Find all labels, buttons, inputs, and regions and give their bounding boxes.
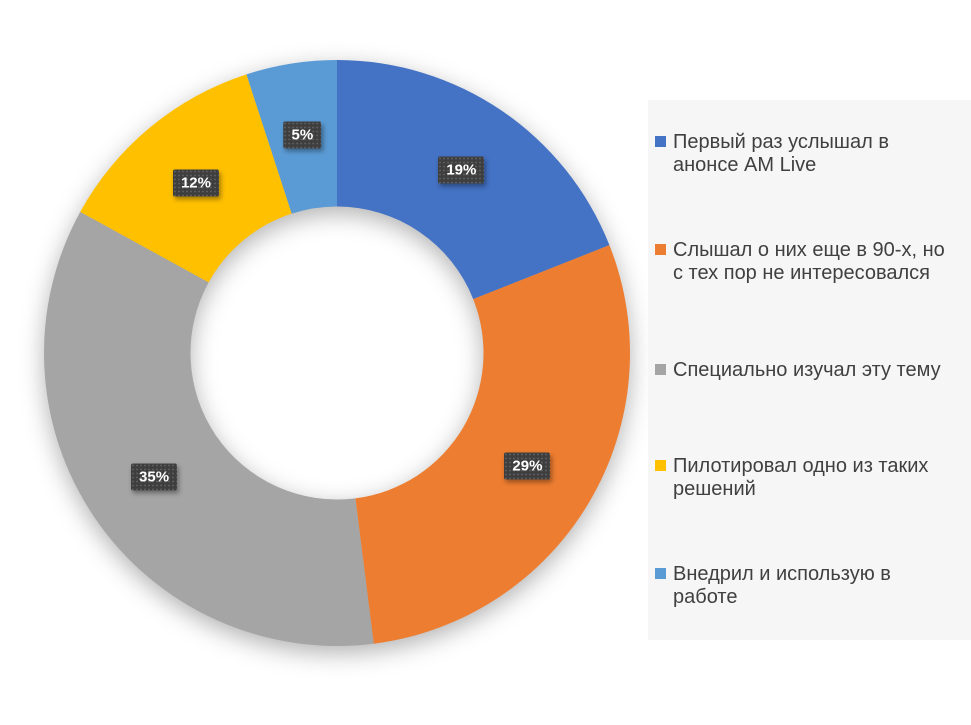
chart-legend: Первый раз услышал в анонсе AM Live Слыш…	[648, 100, 971, 640]
legend-item-label: Первый раз услышал в анонсе AM Live	[673, 131, 889, 176]
legend-color-swatch	[655, 136, 666, 147]
legend-item-label: Специально изучал эту тему	[673, 358, 941, 381]
legend-item-label: Внедрил и использую в работе	[673, 563, 891, 608]
legend-color-swatch	[655, 363, 666, 375]
legend-color-swatch	[655, 244, 666, 255]
legend-item: Первый раз услышал в анонсе AM Live	[648, 100, 971, 208]
legend-item: Специально изучал эту тему	[648, 316, 971, 424]
legend-item: Слышал о них еще в 90-х, но с тех пор не…	[648, 208, 971, 316]
legend-item-label: Пилотировал одно из таких решений	[673, 455, 929, 500]
legend-item: Пилотировал одно из таких решений	[648, 424, 971, 532]
legend-item-label: Слышал о них еще в 90-х, но с тех пор не…	[673, 239, 945, 284]
legend-color-swatch	[655, 460, 666, 471]
donut-segments-group	[43, 60, 630, 647]
legend-color-swatch	[655, 568, 666, 579]
legend-item: Внедрил и использую в работе	[648, 532, 971, 640]
pie-segment-1	[355, 245, 630, 644]
pie-segment-2	[43, 211, 374, 647]
